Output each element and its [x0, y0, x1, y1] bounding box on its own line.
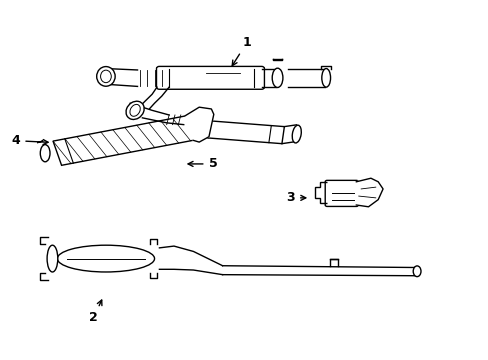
Ellipse shape — [57, 245, 154, 272]
Ellipse shape — [130, 104, 140, 116]
Ellipse shape — [412, 266, 420, 276]
Text: 1: 1 — [232, 36, 251, 66]
Ellipse shape — [40, 145, 50, 162]
Ellipse shape — [272, 68, 283, 87]
Polygon shape — [184, 107, 213, 142]
Ellipse shape — [47, 245, 58, 272]
Ellipse shape — [321, 68, 330, 87]
Polygon shape — [195, 120, 284, 144]
Polygon shape — [53, 114, 202, 165]
FancyBboxPatch shape — [325, 180, 358, 206]
Polygon shape — [356, 178, 382, 207]
Text: 5: 5 — [188, 157, 217, 170]
Ellipse shape — [126, 101, 144, 120]
Text: 3: 3 — [286, 192, 305, 204]
Ellipse shape — [292, 125, 301, 143]
FancyBboxPatch shape — [156, 66, 264, 89]
Ellipse shape — [101, 70, 111, 83]
Text: 4: 4 — [12, 134, 48, 147]
Text: 2: 2 — [89, 300, 102, 324]
Ellipse shape — [97, 67, 115, 86]
